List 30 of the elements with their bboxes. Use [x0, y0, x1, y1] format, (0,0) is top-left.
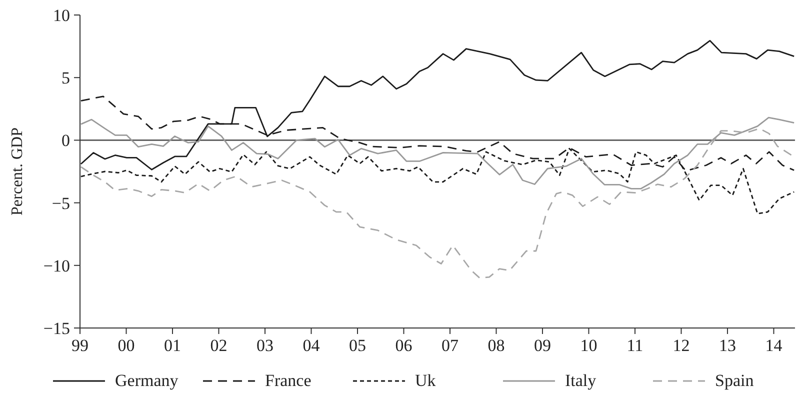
x-tick-label: 08: [488, 336, 505, 355]
y-tick-label: 5: [62, 68, 70, 88]
line-series: [80, 116, 795, 190]
x-tick-label: 06: [395, 336, 412, 355]
y-axis-title: Percent. GDP: [9, 127, 26, 216]
x-tick-label: 13: [718, 336, 736, 355]
x-tick-label: 04: [302, 336, 320, 355]
x-tick-label: 01: [164, 336, 181, 355]
x-tick-label: 10: [580, 336, 598, 355]
x-tick-label: 09: [534, 336, 551, 355]
legend-label: Germany: [115, 371, 179, 390]
x-tick-label: 02: [210, 336, 228, 355]
y-tick-label: −5: [52, 194, 70, 213]
y-tick-label: −15: [43, 318, 70, 338]
x-tick-label: 00: [118, 336, 135, 355]
x-tick-label: 07: [441, 336, 459, 355]
x-tick-label: 99: [72, 336, 88, 355]
y-tick-label: 0: [62, 131, 70, 150]
y-tick-label: −10: [43, 256, 70, 276]
legend-label: France: [265, 371, 312, 390]
line-series: [80, 40, 795, 170]
x-tick-label: 05: [348, 336, 366, 355]
legend-label: Uk: [415, 371, 436, 390]
x-tick-label: 03: [256, 336, 274, 355]
x-tick-label: 12: [672, 336, 690, 355]
y-tick-label: 10: [53, 6, 70, 25]
legend-label: Italy: [565, 371, 597, 390]
x-tick-label: 14: [765, 336, 783, 355]
x-tick-label: 11: [626, 336, 644, 355]
legend-label: Spain: [715, 371, 754, 390]
